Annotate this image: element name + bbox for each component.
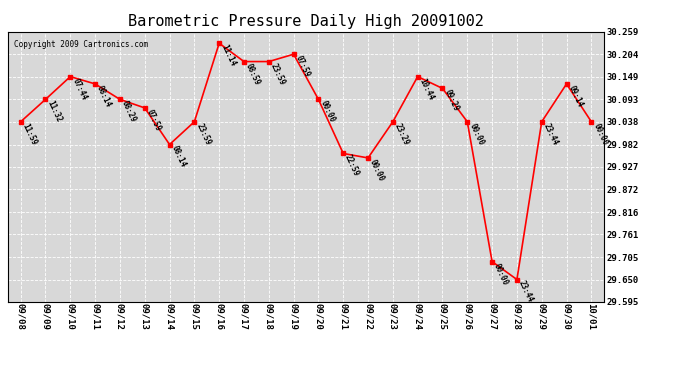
Text: 09:29: 09:29	[442, 88, 460, 113]
Text: 11:32: 11:32	[46, 99, 63, 124]
Text: 22:59: 22:59	[343, 153, 361, 178]
Text: 09:14: 09:14	[566, 84, 584, 109]
Text: 00:00: 00:00	[368, 158, 386, 183]
Text: 11:14: 11:14	[219, 43, 237, 68]
Text: 23:59: 23:59	[269, 62, 287, 86]
Text: 08:59: 08:59	[244, 62, 262, 86]
Text: 00:00: 00:00	[492, 262, 510, 286]
Text: 07:59: 07:59	[294, 54, 312, 79]
Text: 07:59: 07:59	[145, 108, 163, 133]
Text: 08:14: 08:14	[95, 84, 113, 109]
Text: 10:44: 10:44	[417, 76, 435, 101]
Text: 23:44: 23:44	[542, 122, 560, 147]
Text: 23:44: 23:44	[517, 279, 535, 304]
Text: 08:14: 08:14	[170, 144, 188, 169]
Text: 00:00: 00:00	[591, 122, 609, 147]
Text: 11:59: 11:59	[21, 122, 39, 147]
Text: 00:00: 00:00	[318, 99, 336, 124]
Text: 08:29: 08:29	[120, 99, 138, 124]
Text: 07:44: 07:44	[70, 76, 88, 101]
Text: 23:59: 23:59	[195, 122, 213, 147]
Title: Barometric Pressure Daily High 20091002: Barometric Pressure Daily High 20091002	[128, 14, 484, 29]
Text: 23:29: 23:29	[393, 122, 411, 147]
Text: 00:00: 00:00	[467, 122, 485, 147]
Text: Copyright 2009 Cartronics.com: Copyright 2009 Cartronics.com	[14, 40, 148, 49]
